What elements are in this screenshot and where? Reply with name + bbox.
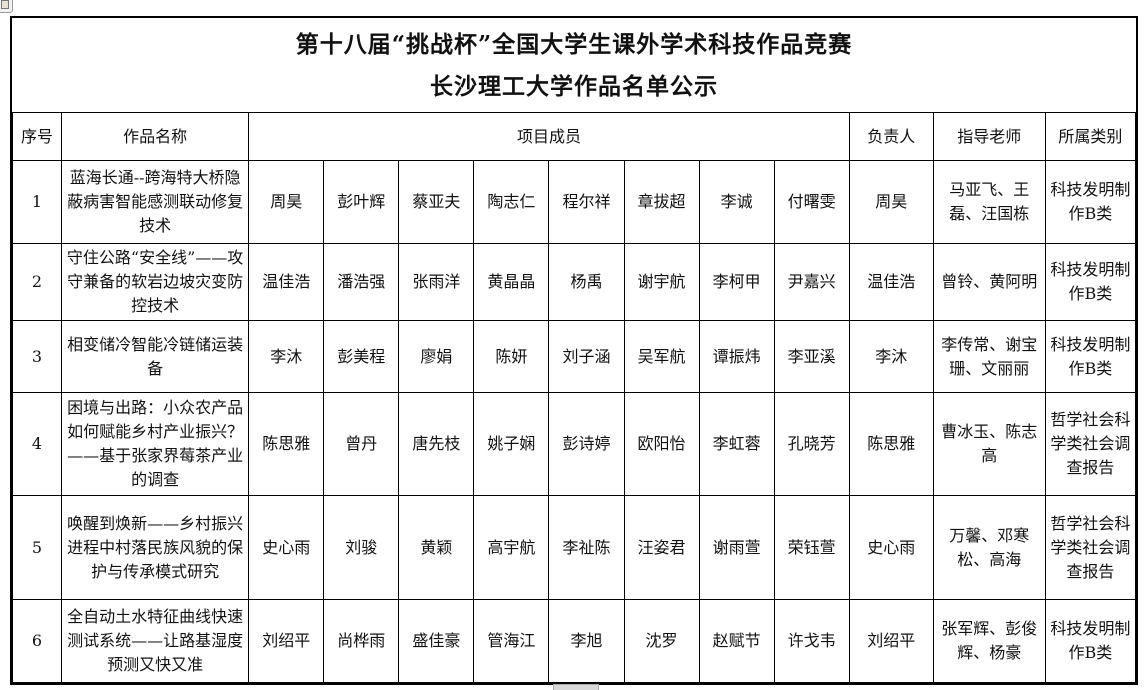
- scrollbar-thumb[interactable]: [553, 684, 599, 690]
- header-advisor: 指导老师: [932, 112, 1046, 161]
- header-index: 序号: [11, 112, 63, 161]
- member-cell: 周昊: [248, 160, 325, 244]
- member-cell: 李诚: [698, 160, 775, 244]
- member-cell: 唐先枝: [398, 392, 475, 496]
- member-cell: 李祉陈: [548, 495, 625, 600]
- leader-cell: 史心雨: [848, 495, 934, 600]
- member-cell: 彭美程: [323, 320, 400, 393]
- table-row: 2 守住公路“安全线”——攻守兼备的软岩边坡灾变防控技术 温佳浩 潘浩强 张雨洋…: [11, 243, 1137, 321]
- member-cell: 管海江: [473, 599, 550, 683]
- member-cell: 曾丹: [323, 392, 400, 496]
- title-line-2: 长沙理工大学作品名单公示: [430, 73, 718, 100]
- category-cell: 科技发明制作B类: [1044, 160, 1137, 244]
- header-work-name: 作品名称: [61, 112, 250, 161]
- member-cell: 李虹蓉: [698, 392, 775, 496]
- member-cell: 刘子涵: [548, 320, 625, 393]
- leader-cell: 温佳浩: [848, 243, 934, 321]
- index-cell: 5: [11, 495, 63, 600]
- document-container: 第十八届“挑战杯”全国大学生课外学术科技作品竞赛 长沙理工大学作品名单公示 序号…: [10, 16, 1138, 685]
- member-cell: 谭振炜: [698, 320, 775, 393]
- advisor-cell: 曾铃、黄阿明: [932, 243, 1046, 321]
- work-name-cell: 蓝海长通--跨海特大桥隐蔽病害智能感测联动修复技术: [61, 160, 250, 244]
- member-cell: 彭诗婷: [548, 392, 625, 496]
- category-cell: 科技发明制作B类: [1044, 320, 1137, 393]
- member-cell: 付曙雯: [773, 160, 850, 244]
- title-line-1: 第十八届“挑战杯”全国大学生课外学术科技作品竞赛: [295, 31, 853, 58]
- member-cell: 杨禹: [548, 243, 625, 321]
- member-cell: 李亚溪: [773, 320, 850, 393]
- member-cell: 刘骏: [323, 495, 400, 600]
- member-cell: 章拔超: [623, 160, 700, 244]
- member-cell: 许戈韦: [773, 599, 850, 683]
- member-cell: 廖娟: [398, 320, 475, 393]
- member-cell: 孔晓芳: [773, 392, 850, 496]
- paste-options-icon[interactable]: [0, 0, 13, 13]
- member-cell: 尚桦雨: [323, 599, 400, 683]
- advisor-cell: 李传常、谢宝珊、文丽丽: [932, 320, 1046, 393]
- member-cell: 姚子娴: [473, 392, 550, 496]
- index-cell: 1: [11, 160, 63, 244]
- advisor-cell: 马亚飞、王磊、汪国栋: [932, 160, 1046, 244]
- leader-cell: 陈思雅: [848, 392, 934, 496]
- index-cell: 3: [11, 320, 63, 393]
- member-cell: 潘浩强: [323, 243, 400, 321]
- category-cell: 哲学社会科学类社会调查报告: [1044, 392, 1137, 496]
- member-cell: 谢宇航: [623, 243, 700, 321]
- member-cell: 温佳浩: [248, 243, 325, 321]
- table-row: 5 唤醒到焕新——乡村振兴进程中村落民族风貌的保护与传承模式研究 史心雨 刘骏 …: [11, 495, 1137, 600]
- advisor-cell: 万馨、邓寒松、高海: [932, 495, 1046, 600]
- member-cell: 李沐: [248, 320, 325, 393]
- work-name-cell: 唤醒到焕新——乡村振兴进程中村落民族风貌的保护与传承模式研究: [61, 495, 250, 600]
- work-name-cell: 守住公路“安全线”——攻守兼备的软岩边坡灾变防控技术: [61, 243, 250, 321]
- category-cell: 科技发明制作B类: [1044, 243, 1137, 321]
- works-table: 序号 作品名称 项目成员 负责人 指导老师 所属类别 1 蓝海长通--跨海特大桥…: [11, 112, 1137, 683]
- member-cell: 李旭: [548, 599, 625, 683]
- member-cell: 张雨洋: [398, 243, 475, 321]
- member-cell: 李柯甲: [698, 243, 775, 321]
- category-cell: 哲学社会科学类社会调查报告: [1044, 495, 1137, 600]
- member-cell: 蔡亚夫: [398, 160, 475, 244]
- category-cell: 科技发明制作B类: [1044, 599, 1137, 683]
- member-cell: 尹嘉兴: [773, 243, 850, 321]
- document-title: 第十八届“挑战杯”全国大学生课外学术科技作品竞赛 长沙理工大学作品名单公示: [12, 18, 1136, 112]
- advisor-cell: 曹冰玉、陈志高: [932, 392, 1046, 496]
- member-cell: 史心雨: [248, 495, 325, 600]
- header-category: 所属类别: [1044, 112, 1137, 161]
- index-cell: 2: [11, 243, 63, 321]
- index-cell: 4: [11, 392, 63, 496]
- leader-cell: 刘绍平: [848, 599, 934, 683]
- member-cell: 刘绍平: [248, 599, 325, 683]
- member-cell: 盛佳豪: [398, 599, 475, 683]
- leader-cell: 李沐: [848, 320, 934, 393]
- header-row: 序号 作品名称 项目成员 负责人 指导老师 所属类别: [11, 112, 1137, 161]
- member-cell: 彭叶辉: [323, 160, 400, 244]
- member-cell: 欧阳怡: [623, 392, 700, 496]
- table-row: 1 蓝海长通--跨海特大桥隐蔽病害智能感测联动修复技术 周昊 彭叶辉 蔡亚夫 陶…: [11, 160, 1137, 244]
- member-cell: 高宇航: [473, 495, 550, 600]
- table-row: 6 全自动土水特征曲线快速测试系统——让路基湿度预测又快又准 刘绍平 尚桦雨 盛…: [11, 599, 1137, 683]
- leader-cell: 周昊: [848, 160, 934, 244]
- member-cell: 吴军航: [623, 320, 700, 393]
- work-name-cell: 全自动土水特征曲线快速测试系统——让路基湿度预测又快又准: [61, 599, 250, 683]
- header-leader: 负责人: [848, 112, 934, 161]
- work-name-cell: 困境与出路：小众农产品如何赋能乡村产业振兴？——基于张家界莓茶产业的调查: [61, 392, 250, 496]
- advisor-cell: 张军辉、彭俊辉、杨豪: [932, 599, 1046, 683]
- work-name-cell: 相变储冷智能冷链储运装备: [61, 320, 250, 393]
- member-cell: 谢雨萱: [698, 495, 775, 600]
- member-cell: 黄晶晶: [473, 243, 550, 321]
- table-row: 3 相变储冷智能冷链储运装备 李沐 彭美程 廖娟 陈妍 刘子涵 吴军航 谭振炜 …: [11, 320, 1137, 393]
- member-cell: 黄颖: [398, 495, 475, 600]
- member-cell: 荣钰萱: [773, 495, 850, 600]
- table-row: 4 困境与出路：小众农产品如何赋能乡村产业振兴？——基于张家界莓茶产业的调查 陈…: [11, 392, 1137, 496]
- member-cell: 陈妍: [473, 320, 550, 393]
- header-members: 项目成员: [248, 112, 850, 161]
- member-cell: 汪姿君: [623, 495, 700, 600]
- member-cell: 陶志仁: [473, 160, 550, 244]
- member-cell: 沈罗: [623, 599, 700, 683]
- index-cell: 6: [11, 599, 63, 683]
- member-cell: 程尔祥: [548, 160, 625, 244]
- member-cell: 陈思雅: [248, 392, 325, 496]
- member-cell: 赵赋节: [698, 599, 775, 683]
